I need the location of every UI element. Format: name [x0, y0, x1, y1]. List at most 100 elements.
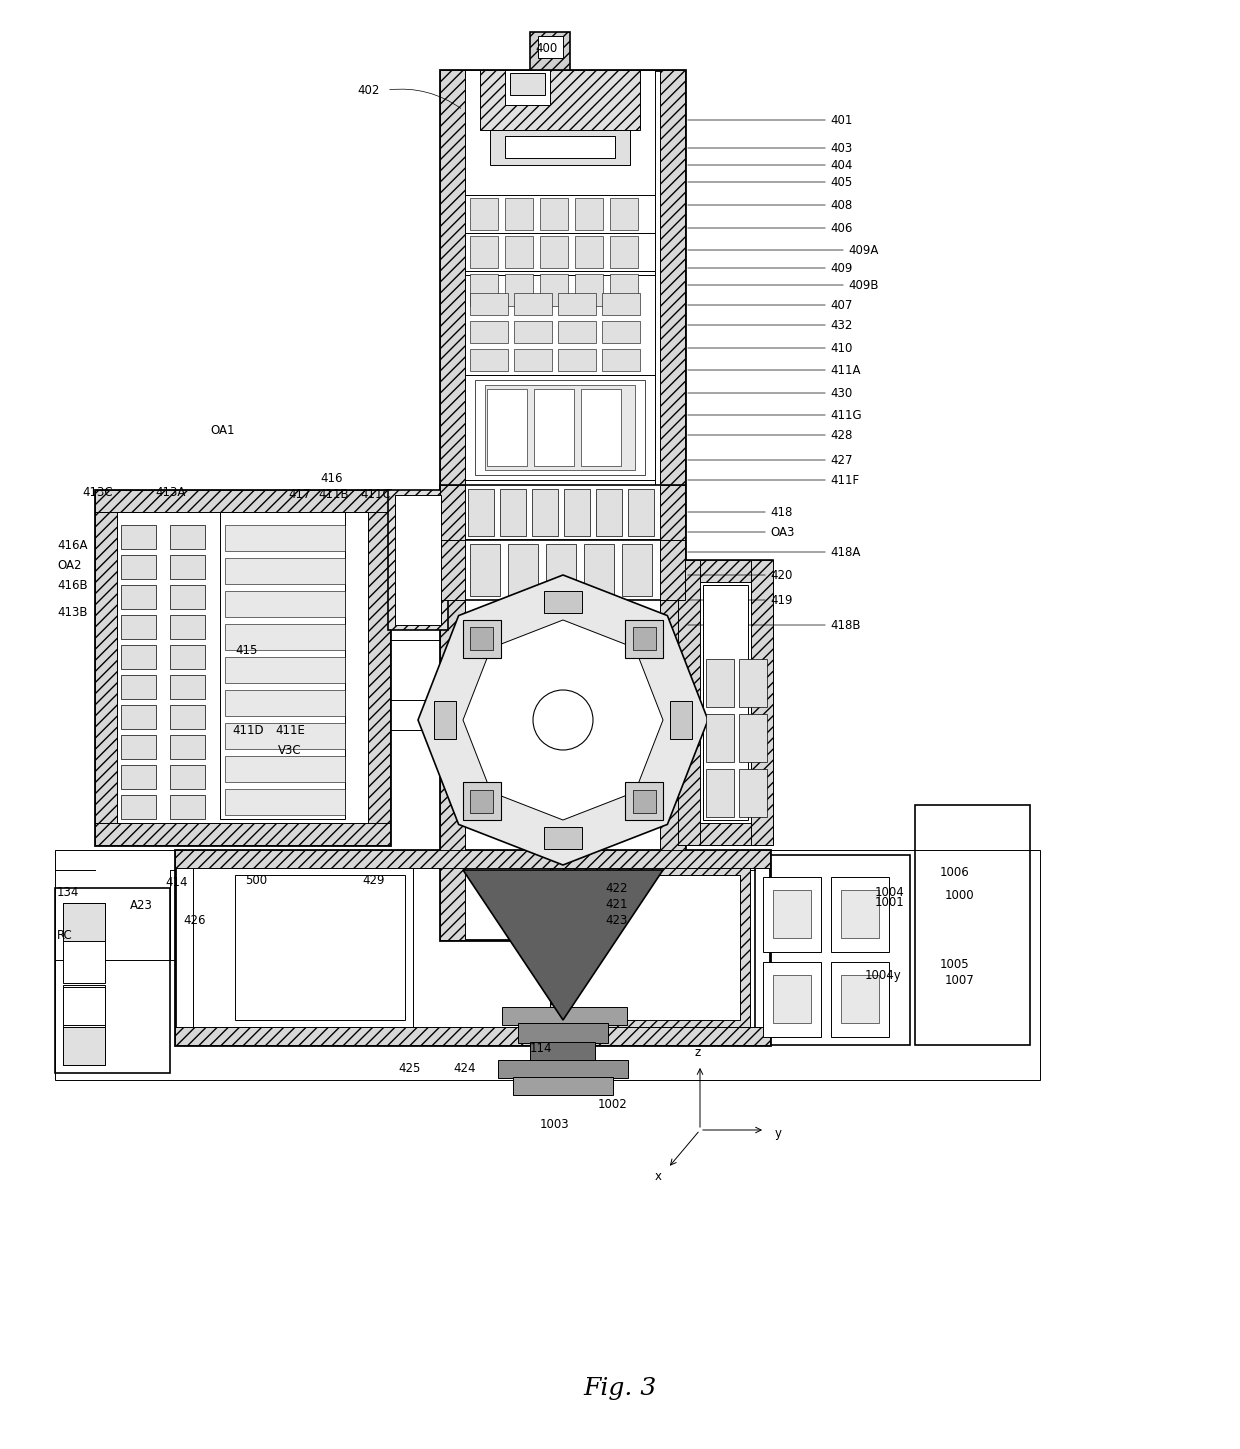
Bar: [122, 614, 156, 639]
Bar: [396, 496, 441, 625]
Text: 432: 432: [830, 319, 852, 332]
Bar: [678, 559, 773, 845]
Bar: [470, 236, 498, 268]
Bar: [193, 868, 413, 1027]
Bar: [584, 543, 614, 596]
Bar: [95, 490, 391, 511]
Bar: [485, 385, 635, 469]
Bar: [622, 543, 652, 596]
Bar: [170, 614, 205, 639]
Bar: [500, 488, 526, 536]
Bar: [465, 70, 655, 490]
Bar: [915, 806, 1030, 1045]
Polygon shape: [418, 575, 708, 865]
Bar: [841, 890, 879, 938]
Text: 1001: 1001: [875, 895, 905, 909]
Bar: [122, 675, 156, 698]
Bar: [170, 706, 205, 729]
Bar: [831, 962, 889, 1037]
Text: 413C: 413C: [82, 485, 113, 498]
Bar: [470, 199, 498, 230]
Bar: [224, 558, 345, 584]
Bar: [534, 388, 574, 467]
Bar: [678, 559, 701, 845]
Text: 411C: 411C: [360, 487, 391, 500]
Text: z: z: [694, 1046, 701, 1059]
Bar: [703, 585, 748, 820]
Bar: [627, 488, 653, 536]
Bar: [170, 645, 205, 669]
Text: 1003: 1003: [539, 1119, 569, 1132]
Text: 421: 421: [605, 897, 627, 910]
Circle shape: [533, 690, 593, 751]
Bar: [558, 349, 596, 371]
Bar: [63, 903, 105, 982]
Text: 429: 429: [362, 874, 384, 887]
Bar: [539, 236, 568, 268]
Text: 1004: 1004: [875, 885, 905, 898]
Text: 416B: 416B: [57, 578, 88, 591]
Text: Fig. 3: Fig. 3: [583, 1378, 657, 1401]
Text: 404: 404: [830, 158, 852, 171]
Bar: [515, 322, 552, 343]
Bar: [470, 322, 508, 343]
Bar: [63, 1027, 105, 1065]
Bar: [122, 796, 156, 819]
Text: 425: 425: [398, 1062, 420, 1075]
Bar: [465, 233, 655, 271]
Bar: [751, 559, 773, 845]
Text: 419: 419: [770, 594, 792, 607]
Bar: [601, 349, 640, 371]
Bar: [739, 714, 768, 762]
Bar: [544, 591, 582, 613]
Text: 415: 415: [236, 643, 258, 656]
Bar: [678, 823, 773, 845]
Bar: [773, 975, 811, 1023]
Text: 430: 430: [830, 387, 852, 400]
Bar: [660, 70, 684, 940]
Text: 411A: 411A: [830, 364, 861, 377]
Text: OA3: OA3: [770, 526, 795, 539]
Text: x: x: [655, 1169, 661, 1182]
Polygon shape: [470, 627, 494, 651]
Bar: [368, 490, 391, 845]
Text: 1007: 1007: [945, 974, 975, 987]
Text: 413B: 413B: [57, 606, 88, 619]
Bar: [670, 701, 692, 739]
Bar: [505, 199, 533, 230]
Text: 1006: 1006: [940, 865, 970, 878]
Bar: [170, 555, 205, 580]
Text: 413A: 413A: [155, 485, 185, 498]
Bar: [465, 271, 655, 309]
Text: 414: 414: [165, 875, 187, 888]
Bar: [465, 375, 655, 480]
Text: 418A: 418A: [830, 545, 861, 558]
Bar: [470, 349, 508, 371]
Bar: [529, 1042, 595, 1061]
Text: OA2: OA2: [57, 558, 82, 571]
Bar: [465, 275, 655, 375]
Bar: [660, 540, 684, 600]
Text: 416A: 416A: [57, 539, 88, 552]
Text: OA1: OA1: [210, 423, 234, 436]
Text: 409: 409: [830, 261, 852, 274]
Bar: [490, 130, 630, 165]
Bar: [544, 827, 582, 849]
Bar: [610, 199, 639, 230]
Polygon shape: [463, 620, 663, 820]
Bar: [755, 855, 910, 1045]
Bar: [193, 868, 413, 1027]
Bar: [117, 511, 368, 823]
Bar: [440, 540, 684, 600]
Bar: [539, 274, 568, 306]
Text: 411D: 411D: [232, 723, 264, 736]
Text: 114: 114: [529, 1042, 553, 1055]
Text: 1002: 1002: [598, 1098, 627, 1111]
Bar: [487, 388, 527, 467]
Bar: [480, 70, 640, 130]
Bar: [706, 659, 734, 707]
Bar: [841, 975, 879, 1023]
Bar: [63, 903, 105, 940]
Bar: [236, 875, 405, 1020]
Text: 424: 424: [453, 1062, 475, 1075]
